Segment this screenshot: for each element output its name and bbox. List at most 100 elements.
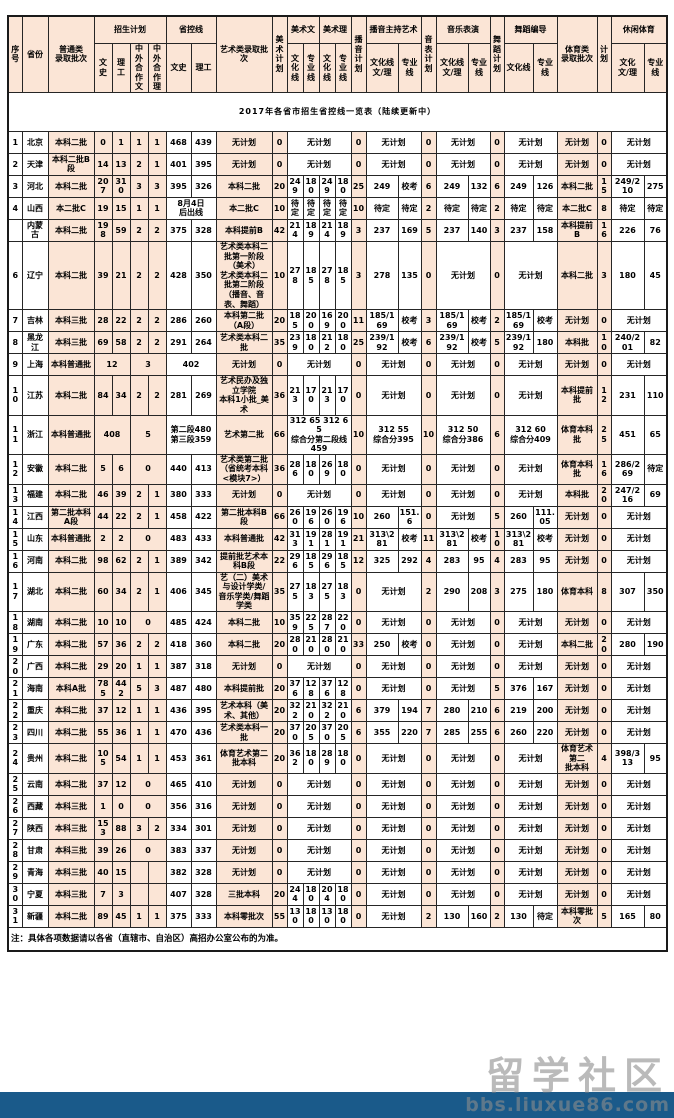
cell: 128 bbox=[334, 677, 352, 701]
cell: 0 bbox=[111, 794, 131, 818]
cell: 0 bbox=[350, 677, 367, 701]
cell: 无计划 bbox=[286, 353, 352, 377]
watermark-text: 留学社区 bbox=[485, 1054, 670, 1099]
cell: 333 bbox=[190, 904, 217, 928]
cell: 5 bbox=[129, 677, 149, 701]
cell: 312 50 综合分386 bbox=[435, 414, 491, 455]
cell bbox=[147, 860, 167, 884]
cell: 2 bbox=[129, 375, 149, 416]
cell: 180 bbox=[334, 882, 352, 906]
cell: 0 bbox=[596, 353, 612, 377]
cell: 无计划 bbox=[610, 882, 668, 906]
cell: 360 bbox=[190, 633, 217, 657]
cell: 浙江 bbox=[21, 414, 49, 455]
cell: 3 bbox=[129, 174, 149, 198]
cell: 0 bbox=[420, 772, 437, 796]
cell: 204 bbox=[318, 882, 336, 906]
cell: 210 bbox=[334, 633, 352, 657]
cell: 0 bbox=[271, 130, 288, 154]
cell: 无计划 bbox=[556, 699, 598, 723]
cell: 1 bbox=[147, 505, 167, 529]
header-cell: 专业线 bbox=[302, 43, 320, 93]
table-row: 21 海南 本科A批 785 442 5 3 487 480 本科提前批 20 376 128 376 12… bbox=[7, 677, 668, 701]
cell: 本科普通批 bbox=[47, 353, 95, 377]
cell: 校考 bbox=[397, 527, 422, 551]
cell: 428 bbox=[165, 240, 192, 311]
cell: 0 bbox=[420, 743, 437, 774]
cell: 0 bbox=[489, 882, 505, 906]
cell: 28 bbox=[7, 838, 23, 862]
cell: 22 bbox=[7, 699, 23, 723]
cell: 36 bbox=[271, 375, 288, 416]
cell: 0 bbox=[420, 611, 437, 635]
cell: 82 bbox=[643, 331, 668, 355]
cell: 307 bbox=[610, 571, 645, 613]
cell: 22 bbox=[111, 505, 131, 529]
cell: 6 bbox=[489, 414, 505, 455]
cell: 10 bbox=[271, 196, 288, 220]
cell: 1 bbox=[129, 904, 149, 928]
cell: 无计划 bbox=[610, 772, 668, 796]
cell: 0 bbox=[489, 743, 505, 774]
cell: 8 bbox=[596, 196, 612, 220]
cell: 22 bbox=[111, 309, 131, 333]
cell: 无计划 bbox=[503, 453, 558, 485]
cell: 0 bbox=[271, 816, 288, 840]
cell: 1 bbox=[129, 721, 149, 745]
cell: 260 bbox=[286, 505, 304, 529]
cell: 280 bbox=[610, 633, 645, 657]
cell: 河南 bbox=[21, 549, 49, 573]
cell: 15 bbox=[111, 196, 131, 220]
cell: 453 bbox=[165, 743, 192, 774]
cell: 4 bbox=[489, 549, 505, 573]
cell: 本科提前批 bbox=[556, 375, 598, 416]
cell: 1 bbox=[147, 904, 167, 928]
cell: 395 bbox=[190, 699, 217, 723]
cell: 无计划 bbox=[503, 633, 558, 657]
cell: 406 bbox=[165, 571, 192, 613]
cell: 无计划 bbox=[365, 483, 422, 507]
table-row: 15 山东 本科普通批 2 2 0 483 433 本科普通批 42 313 191 281 191 21 3… bbox=[7, 527, 668, 551]
cell: 本科二批 bbox=[47, 611, 95, 635]
cell: 无计划 bbox=[556, 152, 598, 176]
cell: 6 bbox=[489, 721, 505, 745]
cell: 6 bbox=[350, 699, 367, 723]
cell: 0 bbox=[489, 353, 505, 377]
cell: 5 bbox=[420, 218, 437, 242]
cell: 校考 bbox=[532, 309, 558, 333]
cell: 290 bbox=[435, 571, 469, 613]
cell: 2 bbox=[129, 218, 149, 242]
cell: 128 bbox=[302, 677, 320, 701]
cell: 200 bbox=[334, 309, 352, 333]
header-cell: 文化线 bbox=[318, 43, 336, 93]
cell: 14 bbox=[93, 152, 113, 176]
cell: 无计划 bbox=[435, 240, 491, 311]
cell: 189 bbox=[302, 218, 320, 242]
cell: 160 bbox=[467, 904, 491, 928]
cell: 本科二批 bbox=[47, 453, 95, 485]
cell: 青海 bbox=[21, 860, 49, 884]
cell: 210 bbox=[302, 633, 320, 657]
header-cell: 美术理 bbox=[318, 15, 352, 44]
cell: 无计划 bbox=[215, 860, 273, 884]
page-title: 2017年各省市招生省控线一览表（陆续更新中） bbox=[7, 91, 668, 132]
cell: 无计划 bbox=[365, 794, 422, 818]
table-row: 8 黑龙江 本科三批 69 58 2 2 291 264 艺术类本科二批 35 239 180 212 18… bbox=[7, 331, 668, 355]
cell: 2 bbox=[147, 816, 167, 840]
cell: 本科二批B段 bbox=[47, 152, 95, 176]
cell: 22 bbox=[271, 549, 288, 573]
cell: 21 bbox=[7, 677, 23, 701]
cell: 180 bbox=[302, 453, 320, 485]
cell: 0 bbox=[596, 152, 612, 176]
cell: 0 bbox=[350, 453, 367, 485]
cell: 5 bbox=[93, 453, 113, 485]
cell: 210 bbox=[467, 699, 491, 723]
cell: 312 60 综合分409 bbox=[503, 414, 558, 455]
cell: 247/216 bbox=[610, 483, 645, 507]
cell: 本科二批 bbox=[47, 721, 95, 745]
cell: 356 bbox=[165, 794, 192, 818]
cell: 424 bbox=[190, 611, 217, 635]
cell: 58 bbox=[111, 331, 131, 355]
cell: 无计划 bbox=[556, 549, 598, 573]
cell: 0 bbox=[350, 904, 367, 928]
